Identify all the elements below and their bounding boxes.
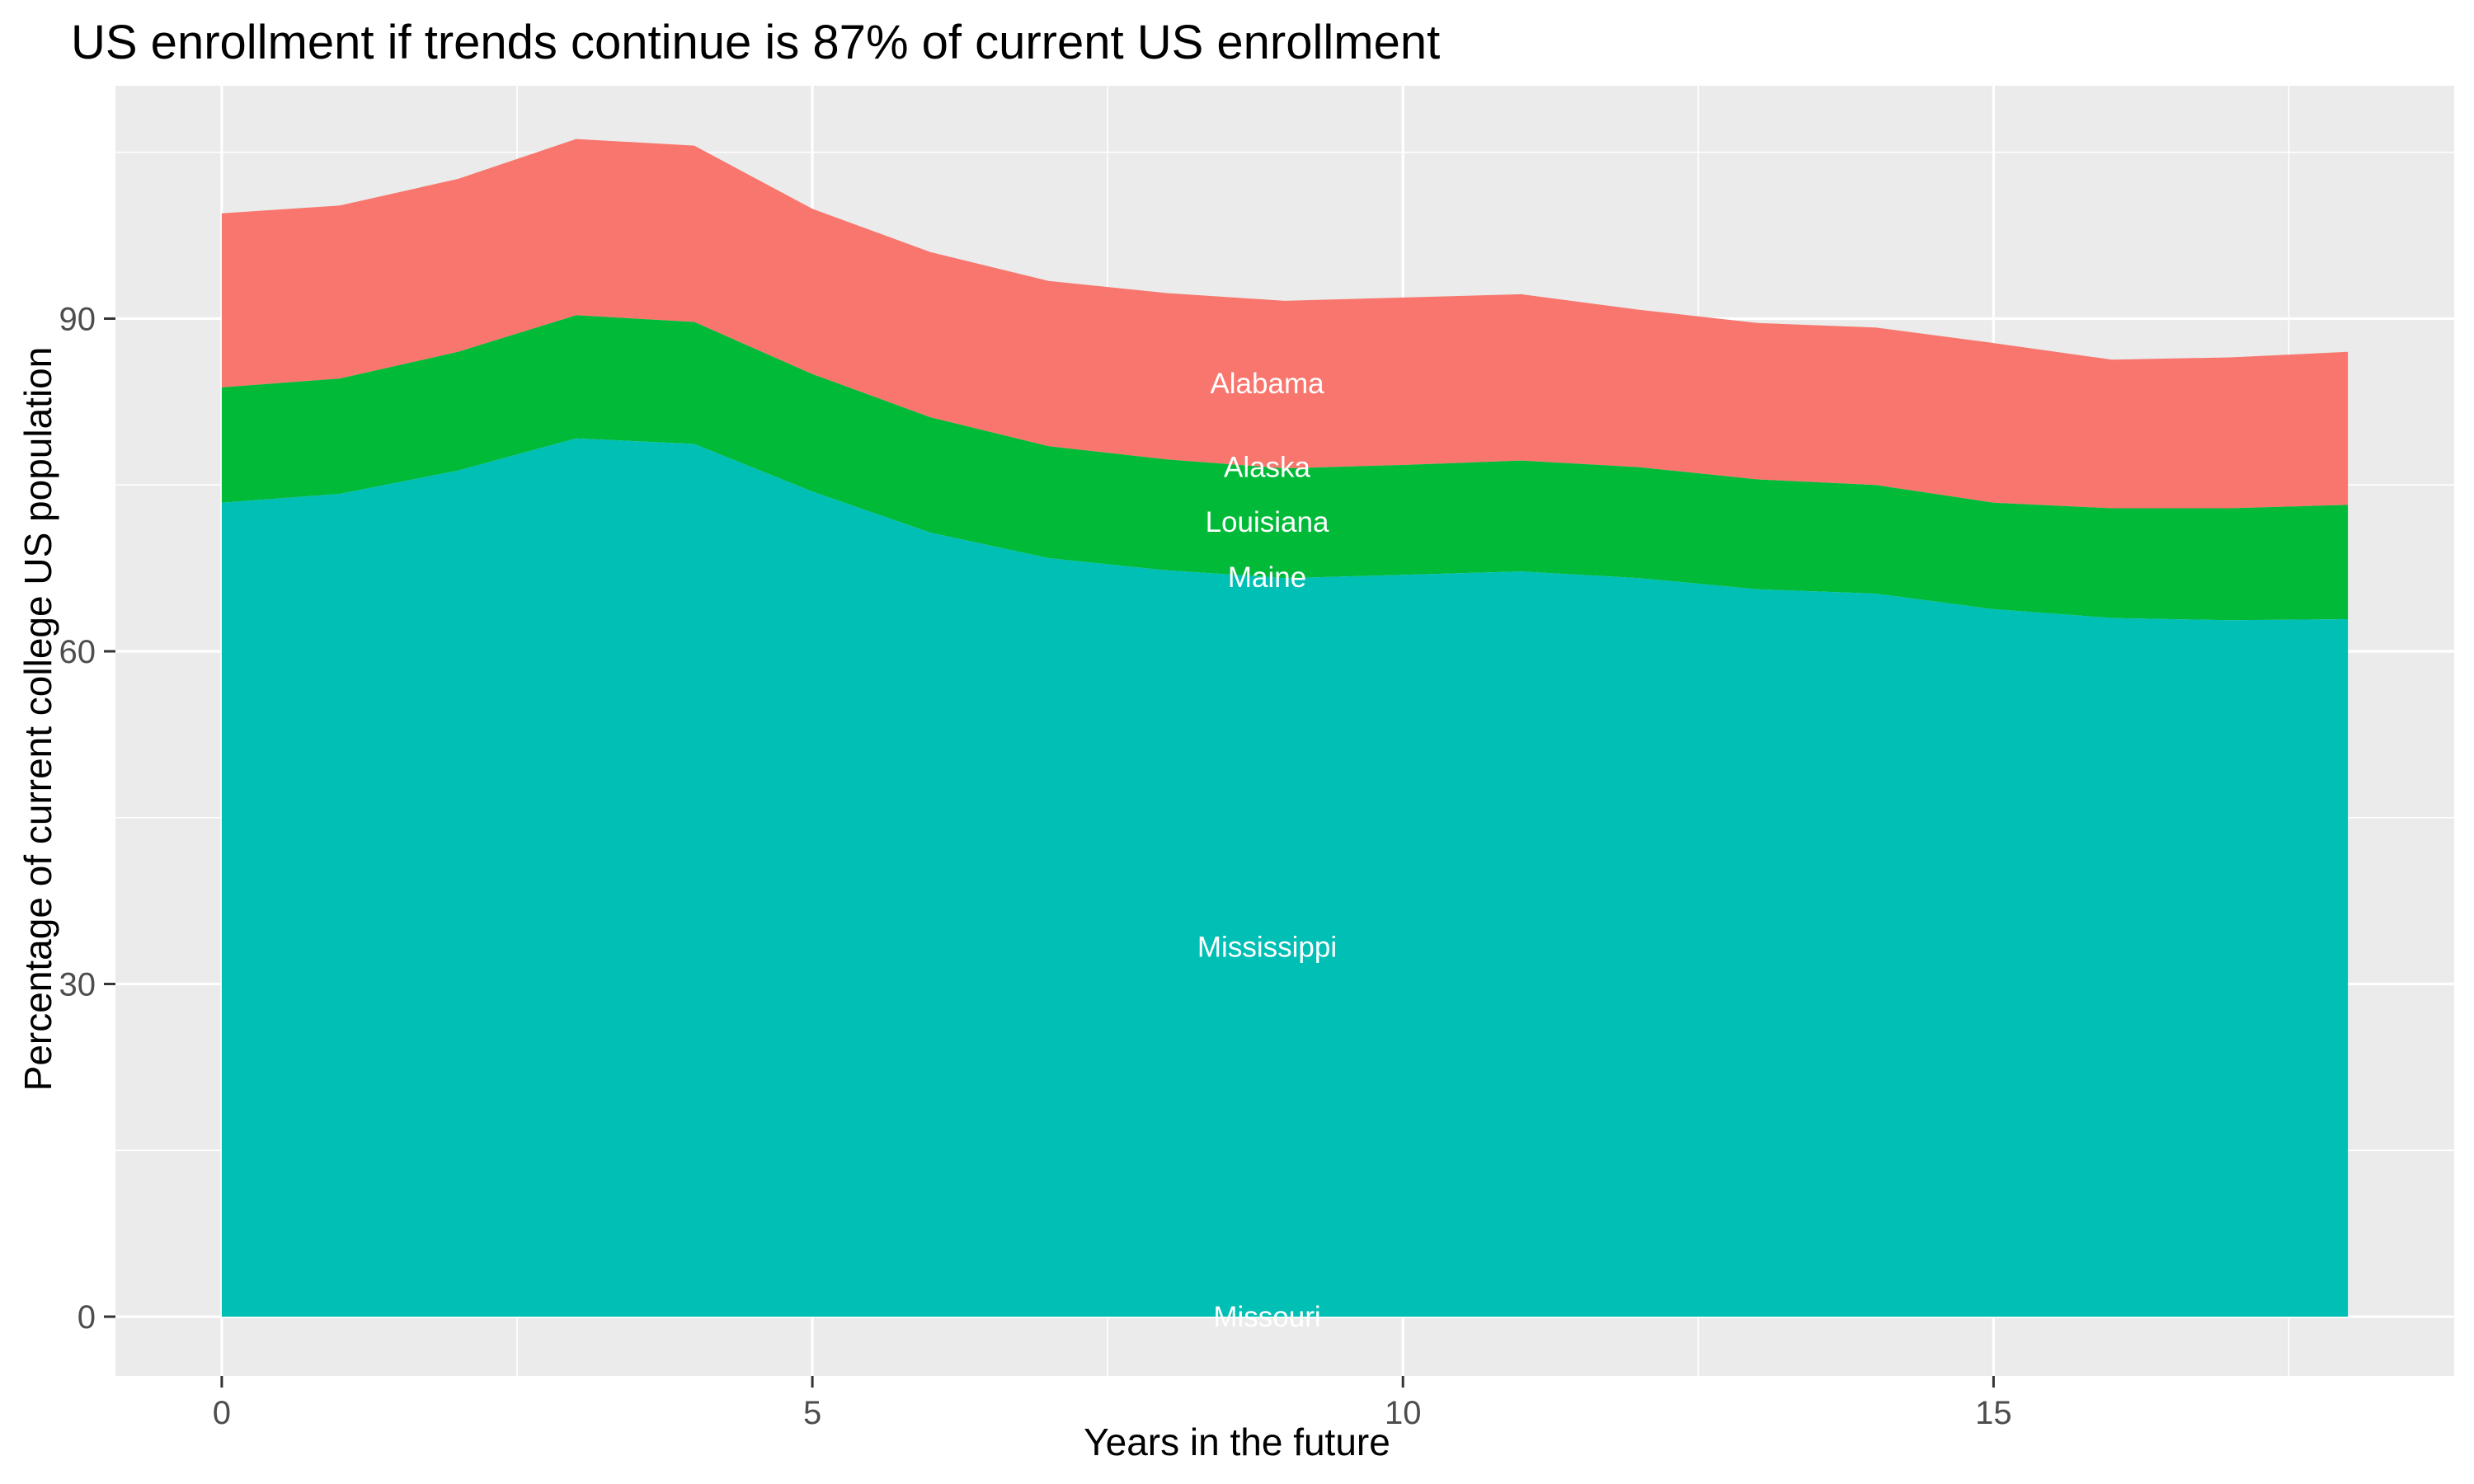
y-tick-label: 60 <box>59 634 96 670</box>
x-tick-label: 5 <box>803 1395 821 1431</box>
state-label-maine: Maine <box>1228 561 1306 594</box>
y-axis-title: Percentage of current college US populat… <box>16 346 59 1092</box>
x-tick-label: 0 <box>213 1395 231 1431</box>
y-tick-label: 30 <box>59 967 96 1003</box>
state-label-mississippi: Mississippi <box>1197 931 1337 963</box>
chart-title: US enrollment if trends continue is 87% … <box>71 16 1441 69</box>
area-alabama <box>221 139 2349 509</box>
y-tick-label: 90 <box>59 301 96 337</box>
x-tick-label: 15 <box>1975 1395 2012 1431</box>
state-label-louisiana: Louisiana <box>1206 506 1329 538</box>
x-tick-label: 10 <box>1385 1395 1422 1431</box>
state-label-alabama: Alabama <box>1210 368 1324 400</box>
y-tick-label: 0 <box>78 1299 96 1336</box>
state-label-alaska: Alaska <box>1224 451 1311 483</box>
state-label-missouri: Missouri <box>1213 1301 1320 1333</box>
area-mississippi <box>221 438 2349 1317</box>
x-axis-title: Years in the future <box>1084 1421 1390 1463</box>
area-louisiana <box>221 315 2349 621</box>
